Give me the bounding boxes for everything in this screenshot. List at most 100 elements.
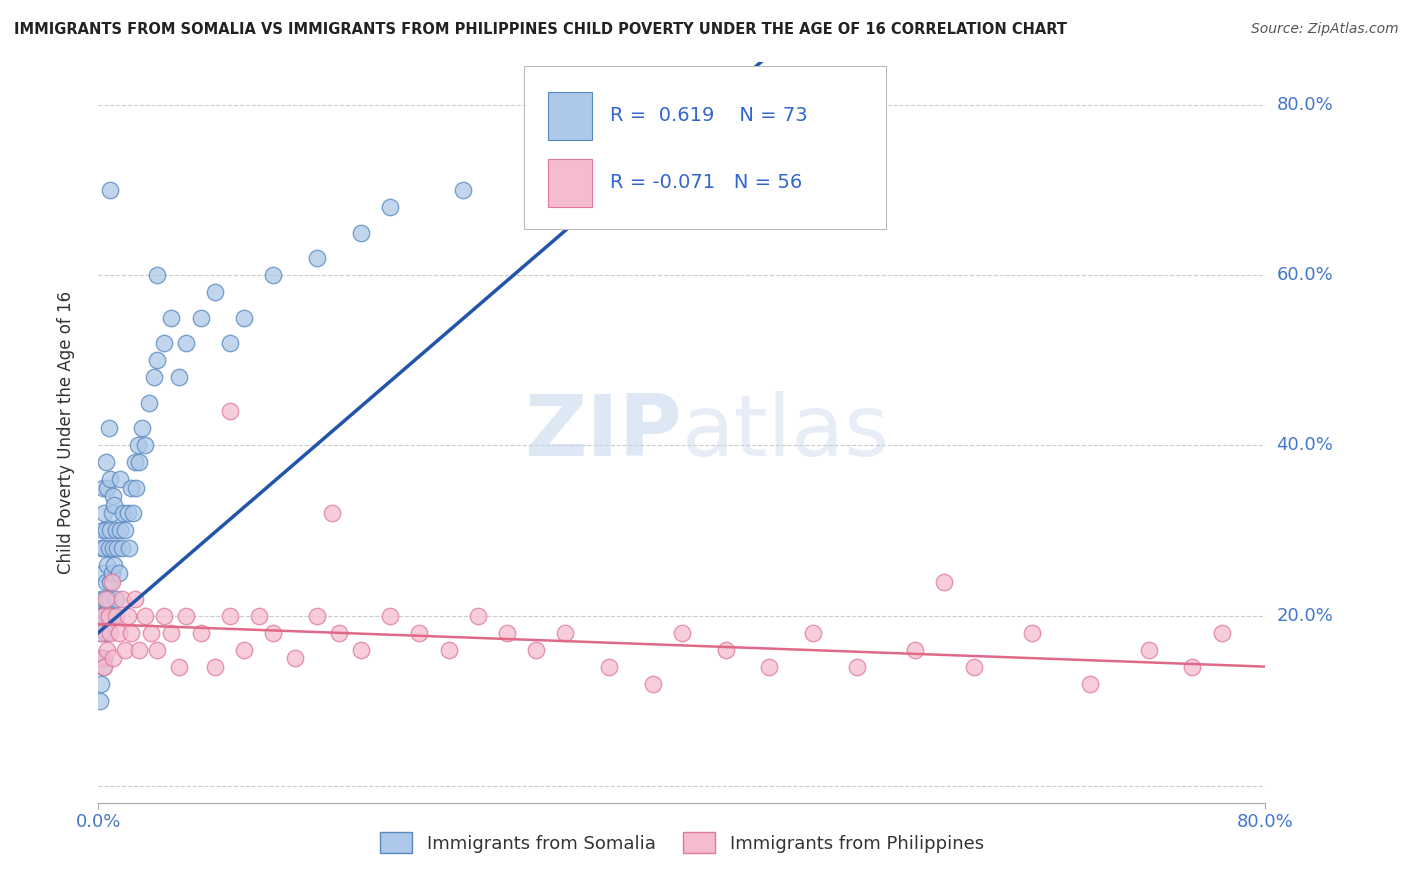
Text: R = -0.071   N = 56: R = -0.071 N = 56 bbox=[610, 173, 801, 192]
Point bbox=[700, 98, 723, 112]
Point bbox=[904, 642, 927, 657]
Point bbox=[1211, 625, 1233, 640]
Point bbox=[125, 481, 148, 495]
Point bbox=[91, 481, 114, 495]
Point bbox=[89, 694, 111, 708]
Point bbox=[114, 524, 136, 538]
Point bbox=[100, 507, 122, 521]
Point bbox=[1137, 642, 1160, 657]
Text: R =  0.619    N = 73: R = 0.619 N = 73 bbox=[610, 106, 807, 125]
Point bbox=[284, 651, 307, 665]
Point bbox=[714, 642, 737, 657]
Point bbox=[131, 421, 153, 435]
Point bbox=[105, 541, 128, 555]
Point bbox=[93, 659, 115, 673]
Point bbox=[1021, 625, 1043, 640]
Point bbox=[94, 455, 117, 469]
Point bbox=[91, 608, 114, 623]
Point bbox=[103, 498, 125, 512]
Point bbox=[97, 421, 120, 435]
Point bbox=[93, 541, 115, 555]
Point bbox=[204, 285, 226, 300]
Point bbox=[90, 625, 112, 640]
Point bbox=[142, 370, 165, 384]
Point bbox=[100, 566, 122, 580]
Point bbox=[408, 625, 430, 640]
Point bbox=[97, 541, 120, 555]
Point bbox=[98, 472, 121, 486]
Text: 80.0%: 80.0% bbox=[1277, 96, 1333, 114]
Point bbox=[218, 608, 240, 623]
Point bbox=[307, 608, 329, 623]
Point bbox=[96, 608, 118, 623]
Point bbox=[101, 608, 124, 623]
Point bbox=[90, 591, 112, 606]
Point bbox=[641, 676, 664, 690]
Point bbox=[160, 625, 183, 640]
Point bbox=[114, 642, 136, 657]
Point bbox=[671, 625, 693, 640]
Point bbox=[554, 625, 576, 640]
Point bbox=[111, 541, 134, 555]
Point bbox=[128, 642, 150, 657]
Point bbox=[437, 642, 460, 657]
Point bbox=[138, 396, 160, 410]
Point bbox=[112, 507, 135, 521]
Point bbox=[350, 642, 373, 657]
Point bbox=[104, 524, 127, 538]
Point bbox=[1080, 676, 1102, 690]
Bar bbox=[548, 92, 592, 140]
Y-axis label: Child Poverty Under the Age of 16: Child Poverty Under the Age of 16 bbox=[56, 291, 75, 574]
Point bbox=[110, 472, 132, 486]
Point bbox=[174, 336, 197, 351]
Point bbox=[104, 591, 127, 606]
Bar bbox=[548, 159, 592, 207]
Point bbox=[108, 566, 131, 580]
Point bbox=[104, 608, 127, 623]
Point bbox=[97, 591, 120, 606]
Point bbox=[380, 608, 402, 623]
Point bbox=[134, 608, 156, 623]
Point bbox=[758, 659, 780, 673]
Point bbox=[801, 625, 824, 640]
Point bbox=[90, 625, 112, 640]
Point bbox=[233, 642, 256, 657]
Point bbox=[101, 490, 124, 504]
Point bbox=[90, 541, 112, 555]
Point bbox=[94, 625, 117, 640]
Point bbox=[321, 507, 343, 521]
Point bbox=[247, 608, 270, 623]
Text: 60.0%: 60.0% bbox=[1277, 266, 1333, 285]
Point bbox=[262, 625, 284, 640]
Point bbox=[846, 659, 869, 673]
Point bbox=[146, 268, 169, 283]
Point bbox=[153, 336, 176, 351]
Point bbox=[190, 310, 212, 325]
Point bbox=[90, 676, 112, 690]
Point bbox=[496, 625, 519, 640]
Point bbox=[103, 558, 125, 572]
Text: atlas: atlas bbox=[682, 391, 890, 475]
Text: IMMIGRANTS FROM SOMALIA VS IMMIGRANTS FROM PHILIPPINES CHILD POVERTY UNDER THE A: IMMIGRANTS FROM SOMALIA VS IMMIGRANTS FR… bbox=[14, 22, 1067, 37]
Point bbox=[128, 455, 150, 469]
Point bbox=[117, 507, 139, 521]
Point bbox=[91, 524, 114, 538]
Point bbox=[98, 524, 121, 538]
Point bbox=[218, 336, 240, 351]
Point bbox=[89, 608, 111, 623]
Text: Source: ZipAtlas.com: Source: ZipAtlas.com bbox=[1251, 22, 1399, 37]
Point bbox=[146, 642, 169, 657]
Point bbox=[554, 140, 576, 154]
Point bbox=[467, 608, 489, 623]
Point bbox=[1181, 659, 1204, 673]
Point bbox=[524, 642, 547, 657]
Point bbox=[93, 651, 115, 665]
Point bbox=[153, 608, 176, 623]
Point bbox=[96, 558, 118, 572]
Point bbox=[120, 481, 142, 495]
Point bbox=[146, 353, 169, 368]
Point bbox=[122, 507, 145, 521]
Point bbox=[89, 651, 111, 665]
Point bbox=[111, 591, 134, 606]
Point bbox=[934, 574, 956, 589]
